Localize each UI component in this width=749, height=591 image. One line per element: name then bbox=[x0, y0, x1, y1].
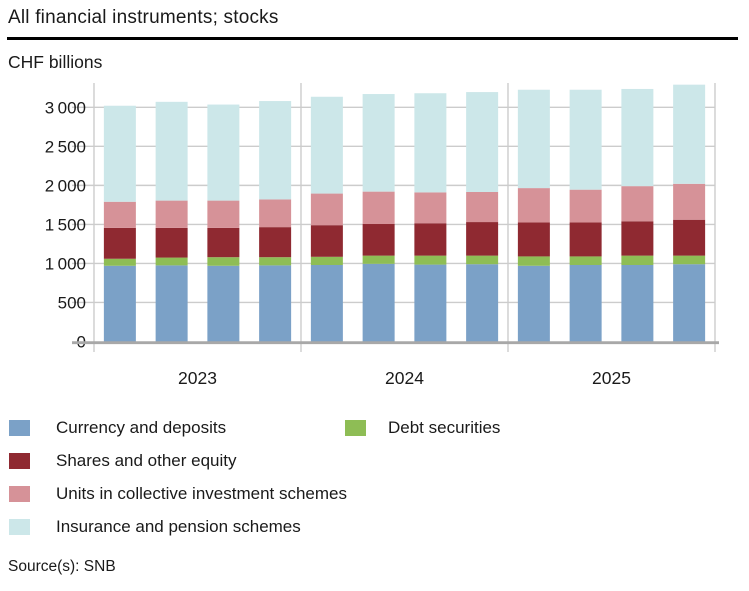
bar-segment bbox=[155, 101, 188, 201]
bar-segment bbox=[466, 222, 499, 256]
bar-segment bbox=[466, 92, 499, 193]
bar-segment bbox=[414, 93, 447, 193]
legend-swatch-shares-and-other-equity bbox=[9, 453, 30, 469]
y-tick-label: 1 500 bbox=[45, 215, 86, 234]
source-attribution: Source(s): SNB bbox=[8, 558, 116, 575]
legend-item-debt-securities: Debt securities bbox=[345, 417, 500, 439]
bar-segment bbox=[155, 257, 188, 266]
bar-segment bbox=[362, 263, 395, 342]
legend-item-units-in-collective-investment-schemes: Units in collective investment schemes bbox=[9, 483, 347, 505]
bar-segment bbox=[517, 222, 550, 257]
bar-segment bbox=[569, 89, 602, 190]
y-tick-label: 2 500 bbox=[45, 137, 86, 156]
legend-label: Units in collective investment schemes bbox=[56, 484, 348, 503]
bar-segment bbox=[673, 183, 706, 220]
bar-segment bbox=[466, 255, 499, 265]
bar-segment bbox=[310, 256, 343, 265]
bar-segment bbox=[414, 223, 447, 256]
bar-segment bbox=[414, 255, 447, 265]
title-divider bbox=[7, 37, 738, 40]
bar-segment bbox=[103, 227, 136, 259]
bar-segment bbox=[103, 105, 136, 202]
legend-swatch-currency-and-deposits bbox=[9, 420, 30, 436]
bar-segment bbox=[569, 222, 602, 257]
bar-segment bbox=[466, 264, 499, 342]
legend-label: Debt securities bbox=[388, 418, 501, 437]
bar-segment bbox=[310, 193, 343, 226]
bar-segment bbox=[673, 84, 706, 184]
bar-segment bbox=[362, 255, 395, 264]
y-tick-label: 3 000 bbox=[45, 98, 86, 117]
bar-segment bbox=[103, 201, 136, 228]
bar-segment bbox=[259, 265, 292, 342]
page-title: All financial instruments; stocks bbox=[8, 7, 279, 28]
x-axis-year-label: 2025 bbox=[592, 368, 631, 388]
bar-segment bbox=[259, 199, 292, 228]
bar-segment bbox=[414, 192, 447, 224]
x-axis-year-label: 2023 bbox=[178, 368, 217, 388]
bar-segment bbox=[569, 189, 602, 223]
bar-segment bbox=[155, 265, 188, 342]
bar-segment bbox=[414, 264, 447, 342]
y-tick-label: 1 000 bbox=[45, 254, 86, 273]
bar-segment bbox=[259, 101, 292, 200]
legend-item-currency-and-deposits: Currency and deposits bbox=[9, 417, 226, 439]
legend-swatch-units-in-collective-investment-schemes bbox=[9, 486, 30, 502]
x-axis-year-label: 2024 bbox=[385, 368, 424, 388]
bar-segment bbox=[673, 219, 706, 256]
legend-swatch-debt-securities bbox=[345, 420, 366, 436]
bar-segment bbox=[569, 264, 602, 342]
bar-segment bbox=[310, 225, 343, 257]
bar-segment bbox=[310, 264, 343, 342]
bar-segment bbox=[517, 188, 550, 223]
bar-segment bbox=[362, 191, 395, 225]
bar-segment bbox=[310, 96, 343, 194]
bar-segment bbox=[621, 221, 654, 256]
bar-segment bbox=[621, 186, 654, 222]
bar-segment bbox=[207, 227, 240, 258]
bar-segment bbox=[673, 264, 706, 342]
y-tick-label: 2 000 bbox=[45, 176, 86, 195]
bar-segment bbox=[517, 89, 550, 189]
bar-segment bbox=[517, 256, 550, 266]
bar-segment bbox=[621, 255, 654, 265]
bar-segment bbox=[103, 258, 136, 266]
bar-segment bbox=[207, 257, 240, 266]
bar-segment bbox=[621, 264, 654, 342]
legend-label: Insurance and pension schemes bbox=[56, 517, 301, 536]
bar-segment bbox=[103, 265, 136, 342]
bar-segment bbox=[155, 200, 188, 228]
legend-item-insurance-and-pension-schemes: Insurance and pension schemes bbox=[9, 516, 301, 538]
legend-label: Shares and other equity bbox=[56, 451, 237, 470]
bar-segment bbox=[259, 227, 292, 258]
legend-label: Currency and deposits bbox=[56, 418, 227, 437]
legend-swatch-insurance-and-pension-schemes bbox=[9, 519, 30, 535]
bar-segment bbox=[569, 256, 602, 265]
bar-segment bbox=[207, 265, 240, 342]
bar-segment bbox=[362, 224, 395, 256]
bar-segment bbox=[466, 192, 499, 223]
bar-segment bbox=[259, 257, 292, 266]
bar-segment bbox=[517, 265, 550, 342]
bar-segment bbox=[673, 255, 706, 265]
unit-label: CHF billions bbox=[8, 52, 103, 72]
bar-segment bbox=[621, 88, 654, 187]
y-tick-label: 500 bbox=[58, 293, 86, 312]
bar-segment bbox=[362, 94, 395, 192]
bar-segment bbox=[155, 227, 188, 258]
bar-segment bbox=[207, 104, 240, 201]
legend-item-shares-and-other-equity: Shares and other equity bbox=[9, 450, 237, 472]
bar-segment bbox=[207, 200, 240, 228]
